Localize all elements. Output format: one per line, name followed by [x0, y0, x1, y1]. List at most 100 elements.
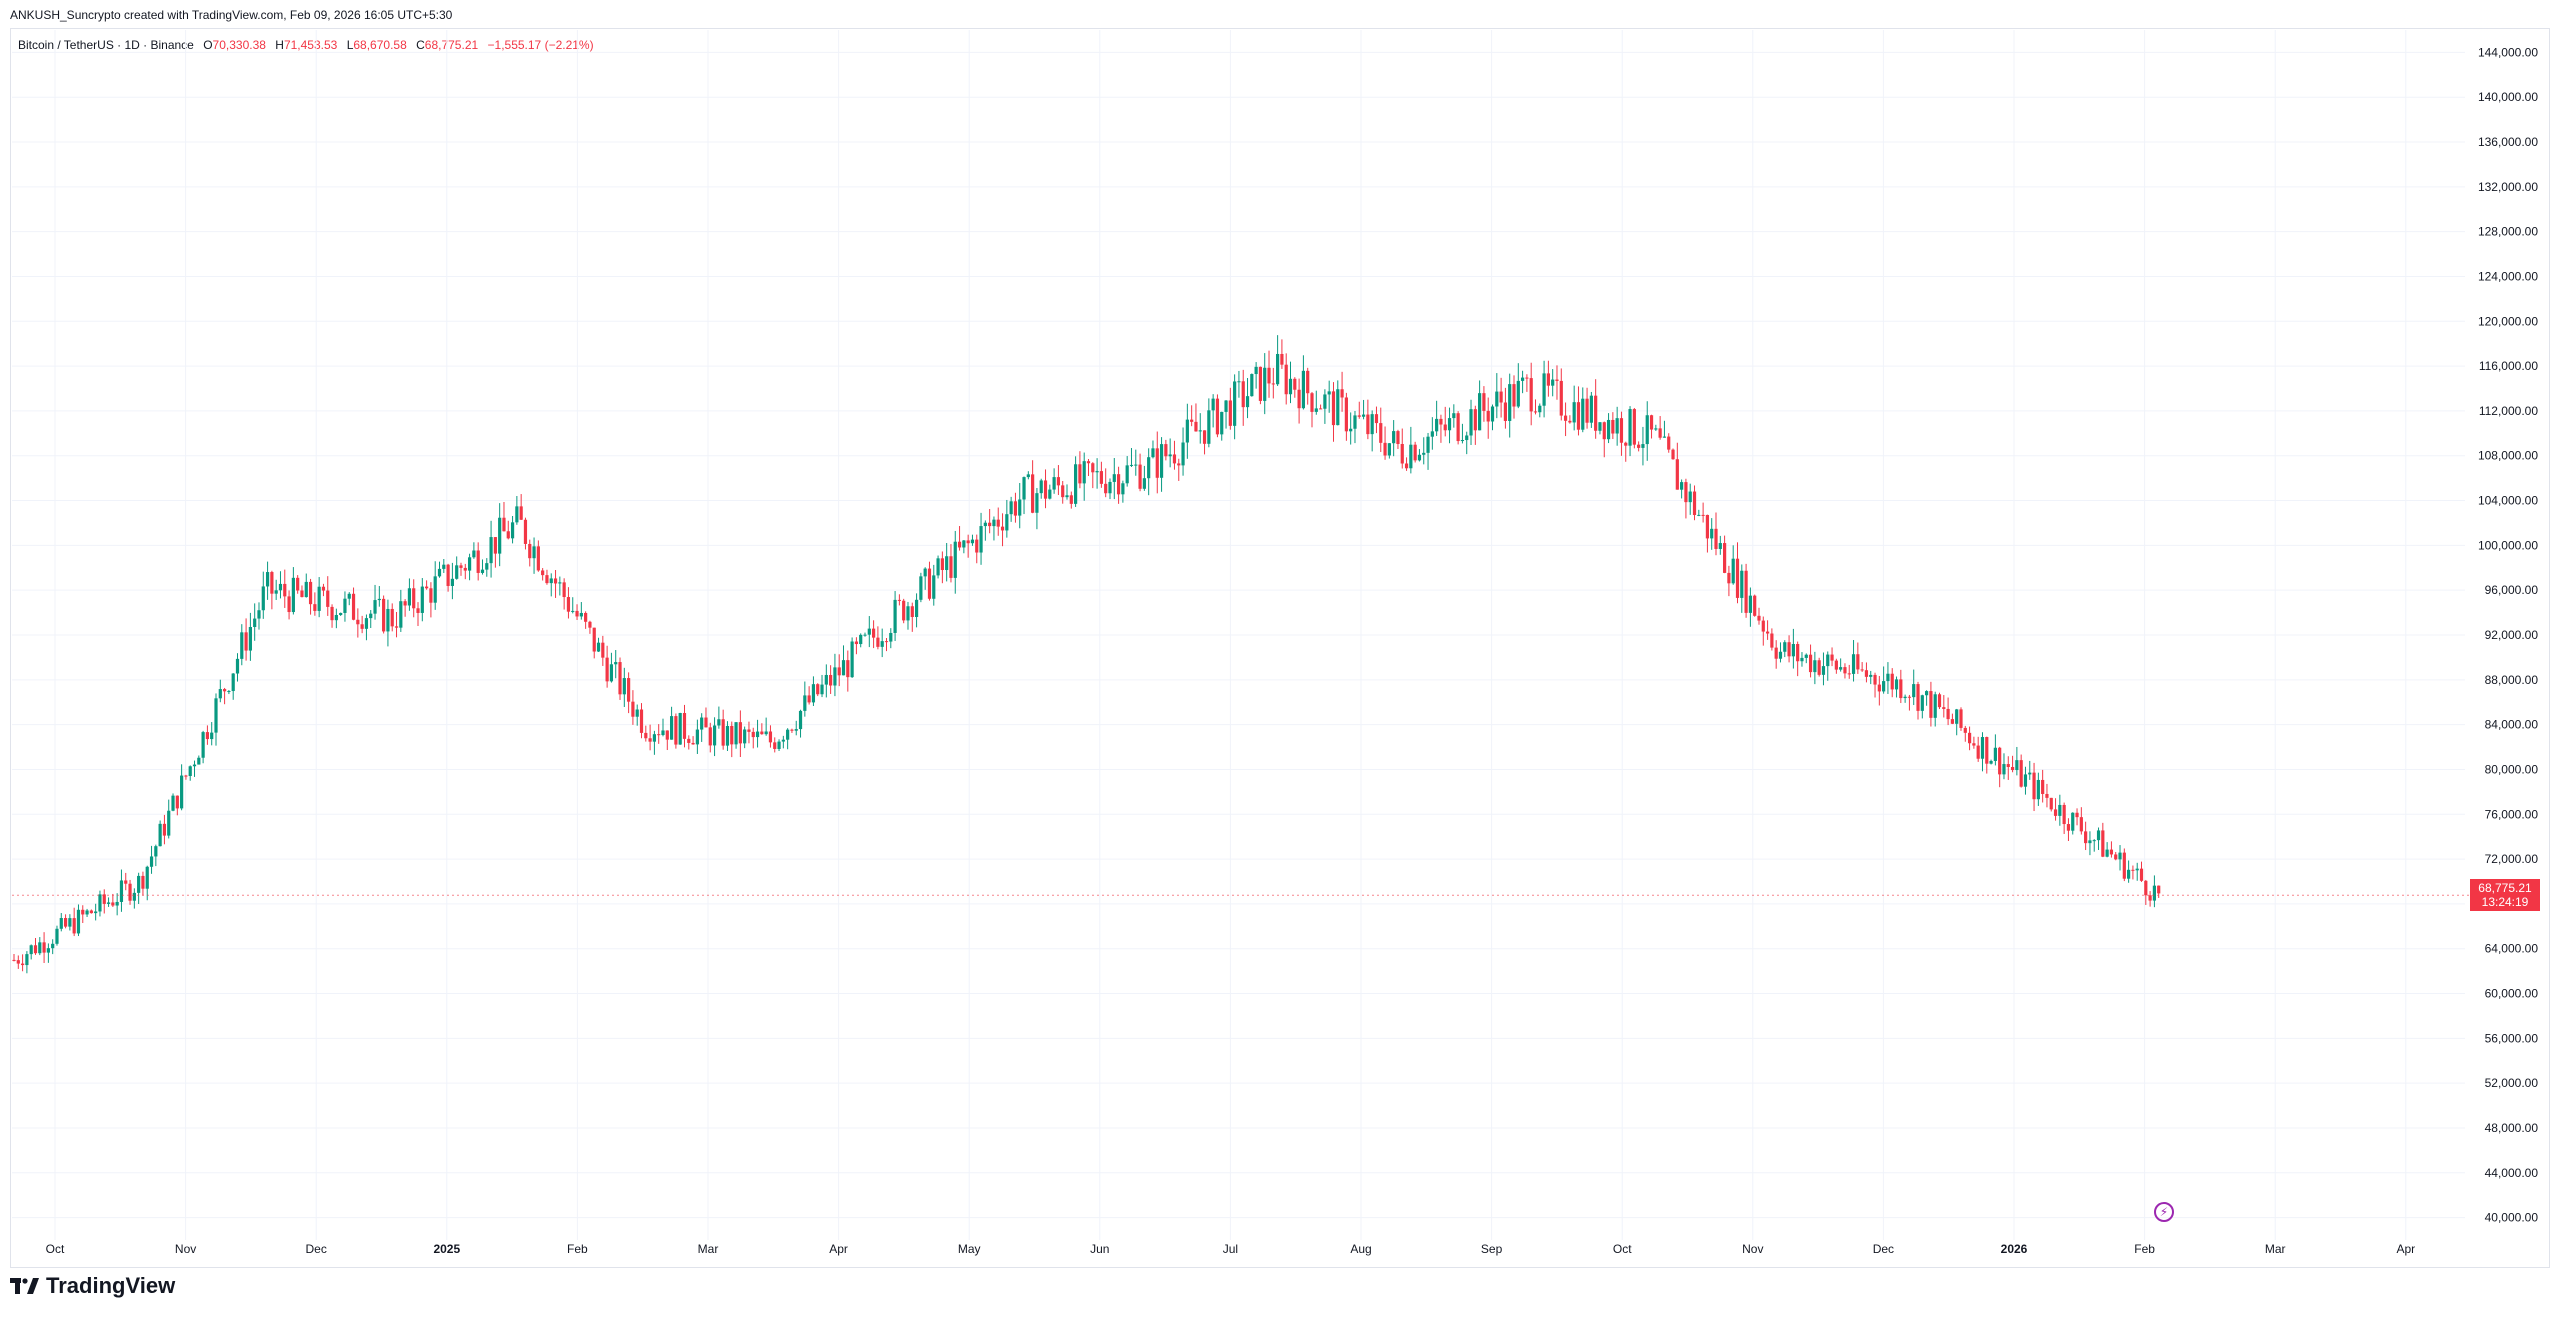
candle-body — [339, 612, 343, 615]
candle-body — [1808, 654, 1813, 673]
candle-body — [1499, 391, 1503, 403]
candle-body — [1727, 572, 1731, 584]
candle-body — [1671, 449, 1675, 460]
candle-body — [1512, 384, 1516, 407]
candle-body — [1804, 654, 1808, 658]
candle-body — [20, 963, 25, 966]
candle-body — [502, 517, 506, 532]
x-tick-label: Dec — [1873, 1242, 1894, 1256]
candle-body — [1224, 400, 1228, 412]
candle-body — [467, 557, 472, 571]
candle-body — [665, 730, 669, 740]
candle-body — [730, 725, 734, 745]
candle-body — [687, 738, 691, 743]
candle-body — [1104, 483, 1108, 494]
candle-body — [29, 945, 33, 955]
candle-body — [1306, 370, 1310, 394]
y-tick-label: 144,000.00 — [2478, 45, 2538, 59]
candle-body — [1400, 443, 1404, 464]
candle-body — [240, 632, 244, 659]
candle-body — [751, 731, 755, 738]
candle-body — [979, 526, 983, 553]
candle-body — [446, 564, 450, 586]
candle-body — [953, 541, 957, 578]
candle-body — [1043, 480, 1048, 499]
candle-body — [1456, 413, 1460, 442]
candle-body — [145, 866, 149, 889]
candle-body — [1637, 444, 1641, 448]
candle-body — [1718, 543, 1722, 549]
candle-body — [1379, 423, 1383, 443]
y-tick-label: 132,000.00 — [2478, 180, 2538, 194]
candle-body — [296, 577, 300, 591]
candle-body — [192, 764, 197, 767]
candle-body — [682, 713, 687, 739]
candle-body — [1478, 393, 1482, 431]
x-tick-label: Oct — [46, 1242, 65, 1256]
candle-body — [1813, 660, 1817, 673]
candle-body — [902, 600, 906, 621]
candle-body — [2049, 797, 2053, 810]
candle-body — [1374, 414, 1379, 424]
candle-body — [1817, 660, 1821, 675]
candle-body — [949, 556, 953, 578]
chart-frame[interactable] — [10, 28, 2550, 1268]
candle-body — [798, 710, 803, 730]
y-tick-label: 100,000.00 — [2478, 538, 2538, 552]
candle-body — [111, 902, 115, 906]
candle-body — [1735, 558, 1740, 598]
candle-body — [992, 519, 996, 527]
candle-body — [347, 593, 351, 599]
candle-body — [308, 581, 313, 605]
y-tick-label: 128,000.00 — [2478, 225, 2538, 239]
candle-body — [218, 689, 222, 699]
flash-icon[interactable]: ⚡ — [2154, 1202, 2174, 1222]
candle-body — [1869, 674, 1873, 677]
candle-body — [1955, 709, 1959, 724]
candle-body — [373, 600, 377, 614]
candle-body — [1254, 366, 1258, 375]
candle-body — [1882, 681, 1886, 692]
candle-body — [106, 902, 111, 904]
candle-body — [476, 550, 480, 573]
candle-body — [1508, 384, 1512, 421]
candle-body — [781, 739, 785, 742]
candle-body — [326, 590, 330, 607]
candle-body — [1847, 673, 1851, 675]
candle-body — [1950, 719, 1954, 724]
candle-body — [790, 729, 794, 731]
candle-body — [2045, 793, 2049, 798]
candle-body — [519, 506, 523, 520]
candle-body — [1985, 737, 1989, 764]
candle-body — [2023, 774, 2028, 787]
candle-body — [1529, 378, 1533, 412]
candle-body — [1525, 377, 1529, 379]
candle-body — [811, 684, 816, 703]
candle-body — [399, 601, 403, 628]
candle-body — [291, 577, 295, 613]
high-value: 71,453.53 — [283, 38, 338, 52]
candle-body — [1052, 477, 1056, 490]
y-tick-label: 44,000.00 — [2485, 1166, 2539, 1180]
candle-body — [966, 540, 970, 544]
candle-body — [1533, 411, 1538, 413]
y-tick-label: 64,000.00 — [2485, 942, 2539, 956]
candle-body — [1159, 444, 1164, 478]
candle-body — [725, 725, 730, 746]
low-label: L — [346, 38, 354, 52]
candle-body — [1563, 415, 1568, 421]
candle-body — [2010, 767, 2015, 771]
candle-body — [472, 550, 476, 558]
symbol-name[interactable]: Bitcoin / TetherUS · 1D · Binance — [18, 38, 194, 52]
candle-body — [167, 810, 171, 836]
candle-body — [1826, 654, 1830, 667]
candle-body — [1258, 366, 1263, 401]
candle-body — [652, 734, 657, 742]
candle-body — [493, 537, 497, 554]
x-tick-label: May — [958, 1242, 981, 1256]
candle-body — [1220, 411, 1224, 435]
candle-body — [588, 621, 592, 628]
x-tick-label: Oct — [1613, 1242, 1632, 1256]
candle-body — [1138, 464, 1142, 489]
